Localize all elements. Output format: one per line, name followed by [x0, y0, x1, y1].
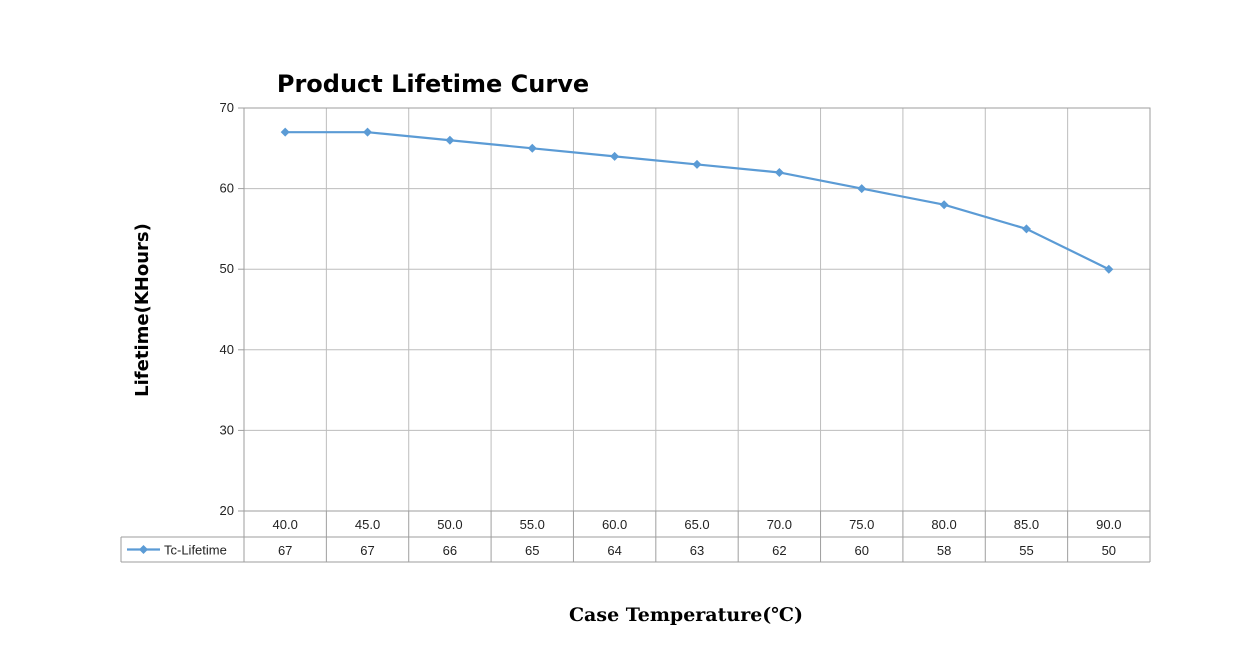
y-tick-label: 40 — [220, 342, 234, 357]
data-table-value: 62 — [772, 543, 786, 558]
legend: Tc-Lifetime — [127, 543, 227, 558]
grid — [243, 107, 1151, 512]
x-tick-label: 55.0 — [520, 517, 545, 532]
x-tick-label: 40.0 — [273, 517, 298, 532]
data-point — [857, 184, 867, 194]
y-tick-label: 20 — [220, 503, 234, 518]
data-table-value: 58 — [937, 543, 951, 558]
data-table-value: 50 — [1102, 543, 1116, 558]
x-tick-label: 65.0 — [684, 517, 709, 532]
x-axis-label: Case Temperature(℃) — [569, 604, 803, 626]
x-tick-label: 80.0 — [931, 517, 956, 532]
data-point — [1021, 224, 1031, 234]
data-table-value: 55 — [1019, 543, 1033, 558]
data-table-value: 60 — [854, 543, 868, 558]
data-table-value: 64 — [607, 543, 621, 558]
data-table-value: 65 — [525, 543, 539, 558]
data-point — [1104, 264, 1114, 274]
data-point — [774, 167, 784, 177]
x-tick-label: 90.0 — [1096, 517, 1121, 532]
x-tick-label: 45.0 — [355, 517, 380, 532]
data-table-value: 67 — [278, 543, 292, 558]
data-table-value: 63 — [690, 543, 704, 558]
data-table: 40.0 45.0 50.0 55.0 60.0 65.0 70.0 75.0 80.0 85.0… — [120, 511, 1151, 563]
series-lines — [280, 127, 1114, 274]
x-tick-label: 70.0 — [767, 517, 792, 532]
data-point — [939, 200, 949, 210]
y-tick-label: 30 — [220, 422, 234, 437]
chart-title: Product Lifetime Curve — [277, 70, 589, 98]
x-tick-label: 75.0 — [849, 517, 874, 532]
y-tick-label: 70 — [220, 100, 234, 115]
data-point — [445, 135, 455, 145]
data-table-value: 67 — [360, 543, 374, 558]
y-ticks: 20 30 40 50 60 70 — [220, 100, 244, 518]
y-tick-label: 60 — [220, 181, 234, 196]
data-point — [610, 151, 620, 161]
x-tick-label: 60.0 — [602, 517, 627, 532]
data-point — [692, 159, 702, 169]
legend-marker — [139, 545, 148, 554]
legend-label: Tc-Lifetime — [164, 543, 227, 558]
y-tick-label: 50 — [220, 261, 234, 276]
data-point — [280, 127, 290, 137]
x-tick-label: 50.0 — [437, 517, 462, 532]
y-axis-label: Lifetime(KHours) — [132, 223, 153, 397]
data-point — [363, 127, 373, 137]
data-table-value: 66 — [443, 543, 457, 558]
plot-frame — [243, 107, 1151, 512]
x-tick-label: 85.0 — [1014, 517, 1039, 532]
data-point — [527, 143, 537, 153]
